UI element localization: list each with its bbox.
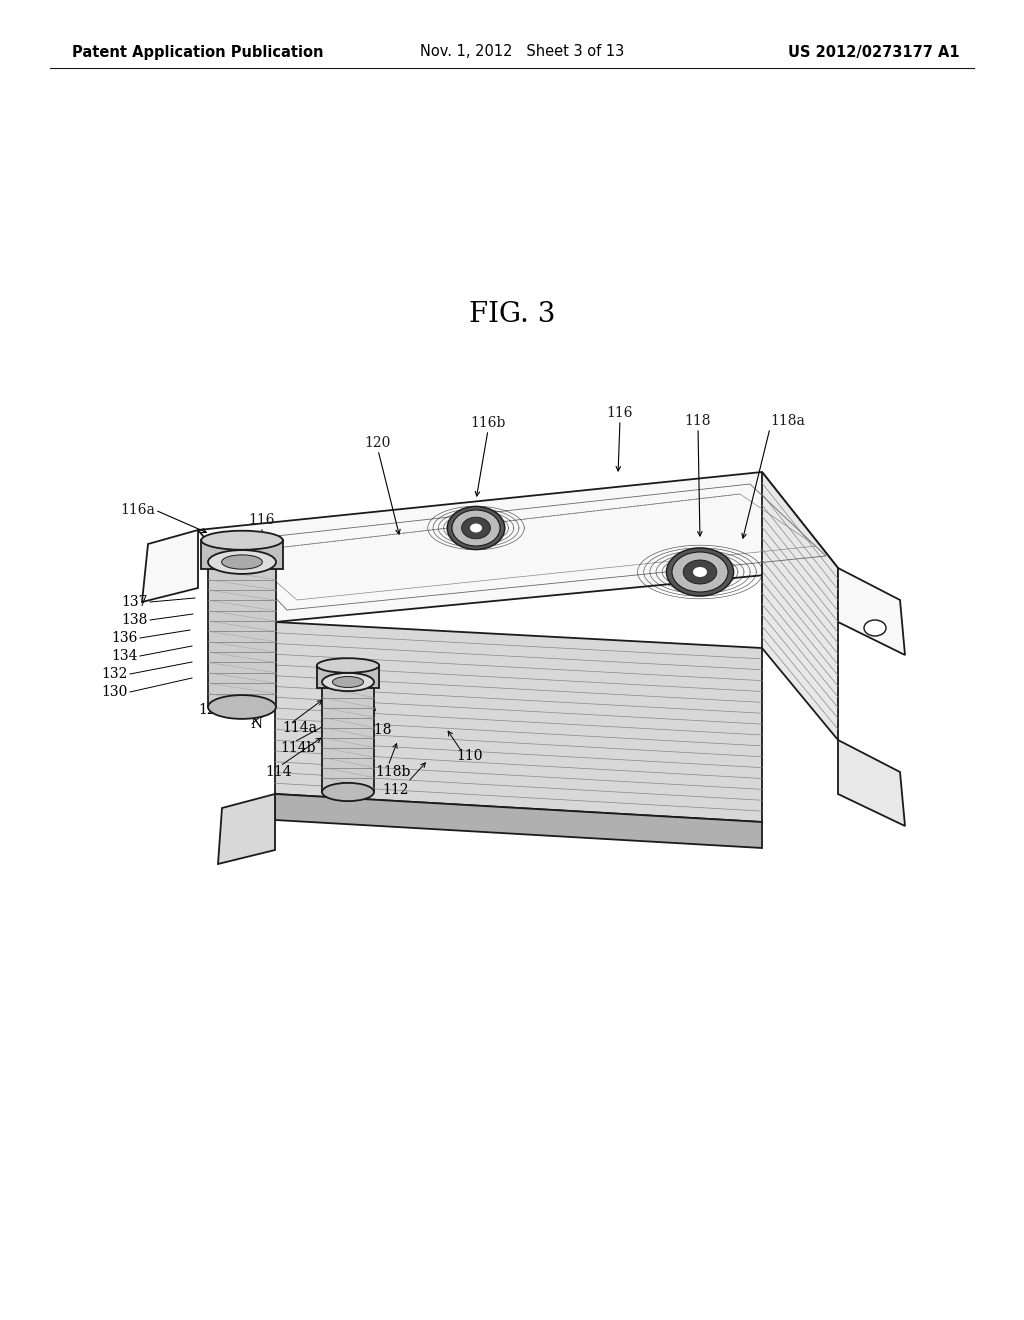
Ellipse shape bbox=[221, 554, 262, 569]
Text: 136: 136 bbox=[112, 631, 138, 645]
Text: 116: 116 bbox=[249, 513, 275, 527]
Ellipse shape bbox=[667, 548, 733, 597]
Polygon shape bbox=[218, 795, 275, 865]
Polygon shape bbox=[198, 473, 838, 622]
Text: US 2012/0273177 A1: US 2012/0273177 A1 bbox=[788, 45, 961, 59]
Text: Nov. 1, 2012   Sheet 3 of 13: Nov. 1, 2012 Sheet 3 of 13 bbox=[420, 45, 625, 59]
Text: N: N bbox=[250, 717, 262, 731]
Text: 130: 130 bbox=[101, 685, 128, 700]
Polygon shape bbox=[838, 741, 905, 826]
Text: 116: 116 bbox=[607, 407, 633, 420]
Text: Patent Application Publication: Patent Application Publication bbox=[72, 45, 324, 59]
Text: 132: 132 bbox=[101, 667, 128, 681]
Text: 138: 138 bbox=[122, 612, 148, 627]
Polygon shape bbox=[275, 795, 762, 847]
Text: 116a: 116a bbox=[120, 503, 155, 517]
Ellipse shape bbox=[201, 531, 283, 549]
Ellipse shape bbox=[462, 517, 490, 539]
Ellipse shape bbox=[683, 560, 717, 583]
Ellipse shape bbox=[672, 552, 728, 591]
Ellipse shape bbox=[693, 568, 707, 577]
Text: 114a: 114a bbox=[282, 721, 317, 735]
Ellipse shape bbox=[470, 524, 482, 532]
Ellipse shape bbox=[316, 659, 379, 673]
Polygon shape bbox=[201, 540, 283, 569]
Text: FIG. 3: FIG. 3 bbox=[469, 301, 555, 329]
Polygon shape bbox=[142, 531, 198, 602]
Text: 122: 122 bbox=[199, 704, 225, 717]
Text: 112: 112 bbox=[383, 783, 410, 797]
Text: 116b: 116b bbox=[470, 416, 506, 430]
Text: 120: 120 bbox=[365, 436, 391, 450]
Text: 114: 114 bbox=[265, 766, 292, 779]
Polygon shape bbox=[762, 473, 838, 741]
Text: 118: 118 bbox=[365, 723, 391, 737]
Ellipse shape bbox=[452, 510, 500, 546]
Polygon shape bbox=[208, 562, 276, 708]
Text: 118: 118 bbox=[685, 414, 712, 428]
Polygon shape bbox=[275, 622, 762, 822]
Ellipse shape bbox=[864, 620, 886, 636]
Ellipse shape bbox=[447, 507, 505, 549]
Text: 110: 110 bbox=[456, 748, 482, 763]
Polygon shape bbox=[322, 682, 374, 792]
Text: 137: 137 bbox=[122, 595, 148, 609]
Text: 118b: 118b bbox=[375, 766, 411, 779]
Polygon shape bbox=[838, 568, 905, 655]
Ellipse shape bbox=[333, 677, 364, 688]
Ellipse shape bbox=[208, 696, 276, 719]
Text: 134: 134 bbox=[112, 649, 138, 663]
Ellipse shape bbox=[208, 550, 276, 574]
Ellipse shape bbox=[322, 673, 374, 692]
Text: 114b: 114b bbox=[280, 741, 315, 755]
Text: 118a: 118a bbox=[770, 414, 805, 428]
Ellipse shape bbox=[322, 783, 374, 801]
Polygon shape bbox=[316, 665, 379, 688]
